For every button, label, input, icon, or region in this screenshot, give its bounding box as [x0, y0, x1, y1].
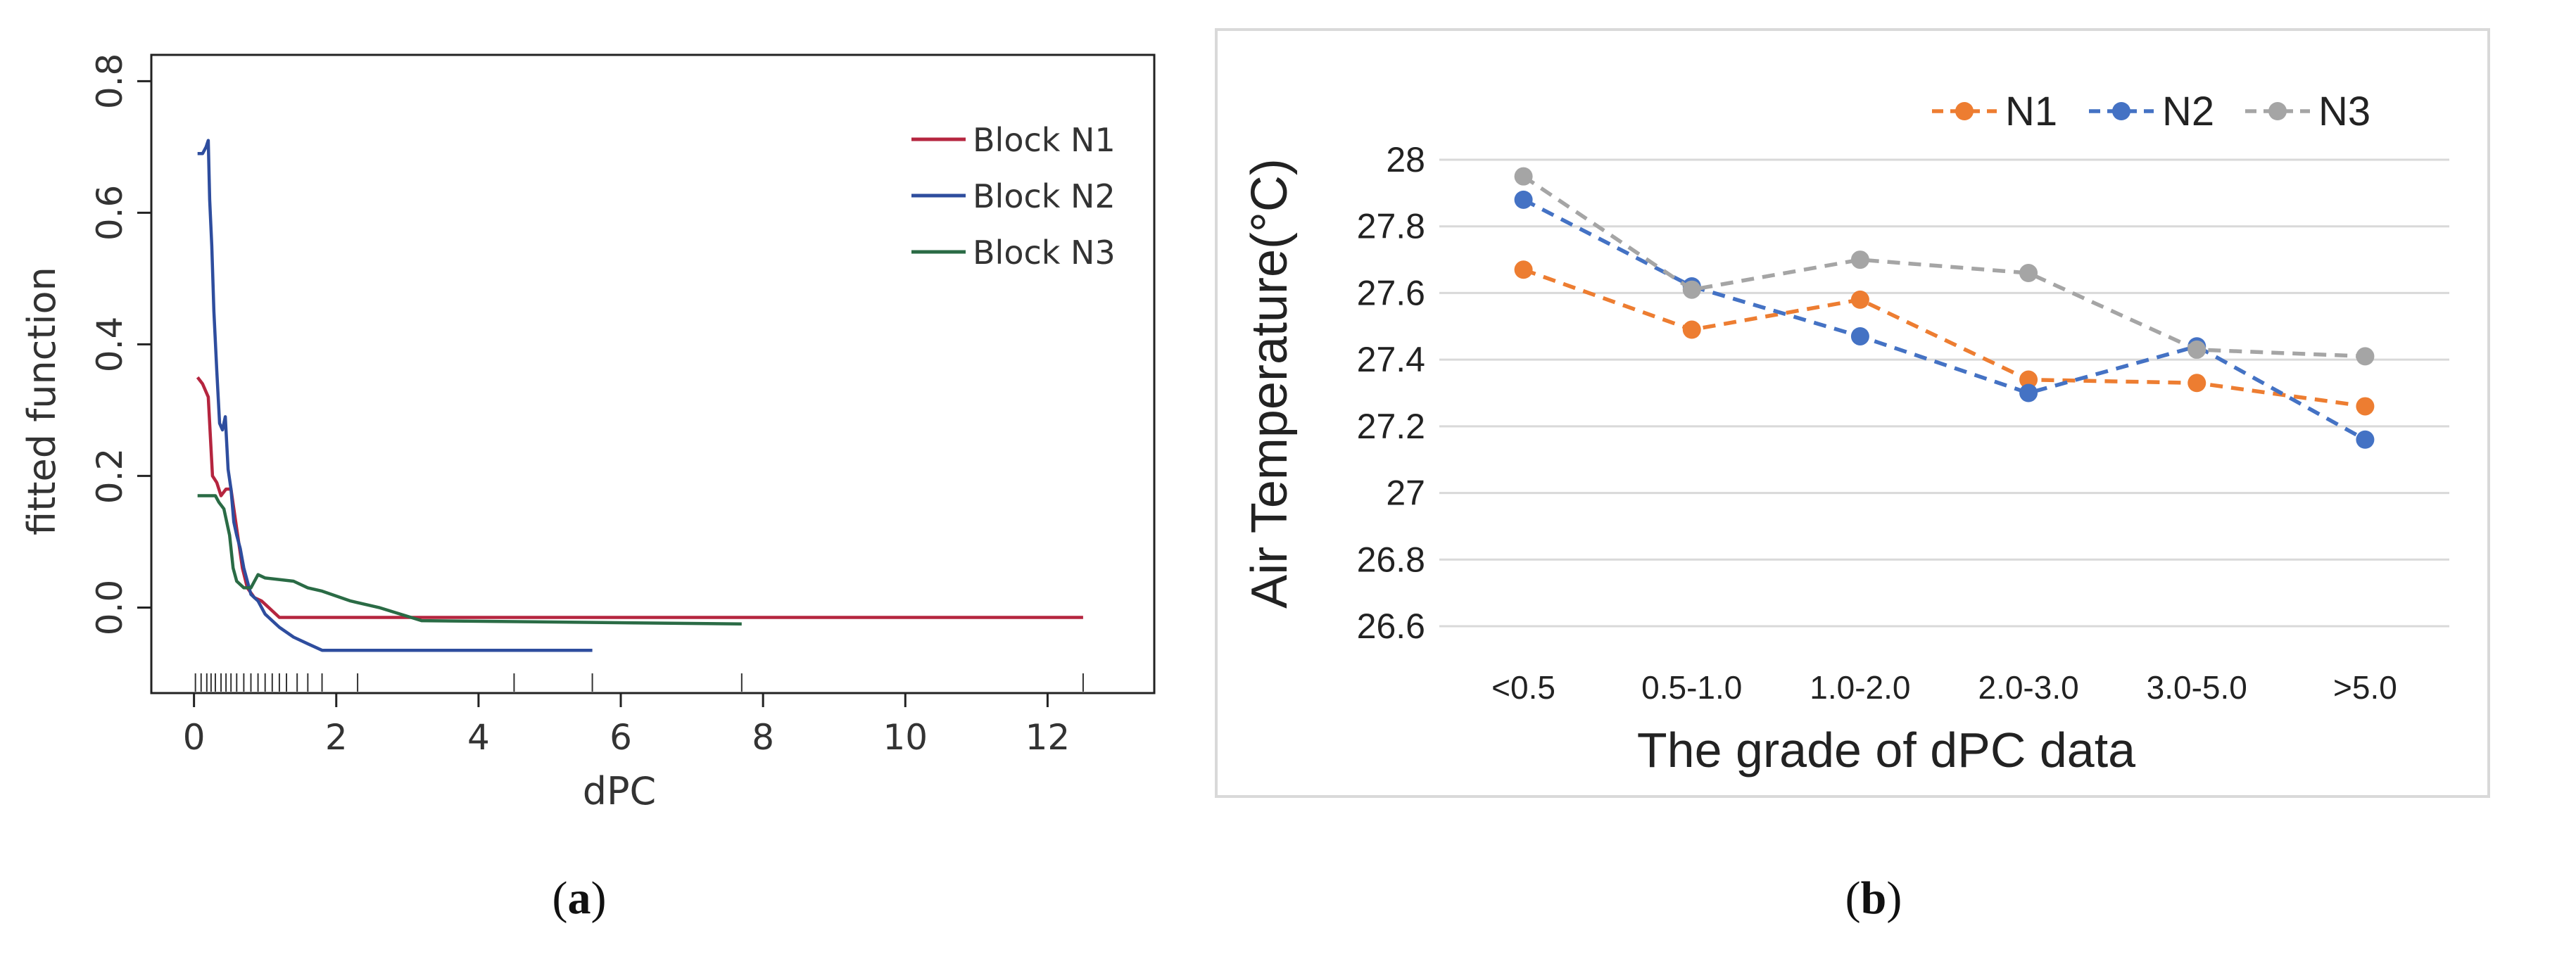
data-point-n1: [1850, 290, 1869, 309]
series-line-block-n2: [197, 139, 593, 652]
series-line-block-n3: [197, 494, 742, 626]
data-point-n1: [2187, 374, 2206, 393]
y-axis-ticks: 0.0 0.2 0.4 0.6 0.8: [89, 53, 151, 636]
x-tick-label: 12: [1025, 717, 1071, 758]
y-axis-label: fitted function: [20, 267, 64, 535]
x-tick-label: 6: [610, 717, 632, 758]
x-tick-label: 1.0-2.0: [1810, 669, 1910, 706]
y-tick-label: 27.8: [1357, 207, 1425, 246]
series-line-n3: [1522, 174, 2366, 359]
data-point-n3: [1514, 167, 1533, 186]
y-tick-label: 27.2: [1357, 407, 1425, 446]
x-axis-label: The grade of dPC data: [1637, 723, 2135, 778]
y-tick-label: 26.8: [1357, 540, 1425, 579]
legend: Block N1 Block N2 Block N3: [911, 121, 1116, 272]
x-tick-label: >5.0: [2333, 669, 2397, 706]
data-point-n3: [1682, 280, 1701, 299]
y-tick-label: 0.8: [89, 53, 130, 110]
y-tick-label: 0.6: [89, 185, 130, 241]
y-tick-label: 26.6: [1357, 607, 1425, 646]
panel-a-caption: (a): [553, 872, 607, 924]
legend-label: Block N2: [973, 177, 1116, 215]
data-point-n1: [1514, 260, 1533, 279]
x-tick-label: 2: [325, 717, 348, 758]
y-tick-label: 27: [1386, 474, 1425, 513]
x-tick-label: 3.0-5.0: [2147, 669, 2247, 706]
y-tick-label: 0.2: [89, 448, 130, 504]
gridlines: [1439, 158, 2449, 628]
x-tick-label: 2.0-3.0: [1978, 669, 2078, 706]
y-axis-label: Air Temperature(°C): [1242, 158, 1298, 609]
legend-marker: [2268, 102, 2287, 120]
data-point-n3: [2019, 264, 2038, 283]
plot-area: [150, 53, 1156, 694]
y-tick-label: 0.4: [89, 317, 130, 373]
x-tick-label: 0.5-1.0: [1641, 669, 1742, 706]
y-tick-label: 27.4: [1357, 340, 1425, 379]
data-point-n1: [2019, 370, 2038, 389]
x-tick-label: 4: [467, 717, 490, 758]
legend-label: N3: [2318, 89, 2370, 134]
legend-marker: [2112, 102, 2130, 120]
data-point-n2: [2356, 430, 2375, 449]
y-tick-label: 27.6: [1357, 273, 1425, 312]
x-tick-label: 8: [752, 717, 774, 758]
series-lines: [1514, 167, 2375, 449]
x-axis-label: dPC: [583, 769, 657, 813]
data-point-n3: [2187, 340, 2206, 359]
legend-label: Block N1: [973, 121, 1116, 159]
series-line-n1: [1522, 267, 2366, 409]
legend-label: N1: [2005, 89, 2057, 134]
legend: N1 N2 N3: [1932, 89, 2370, 134]
series-line-block-n1: [196, 376, 1083, 619]
legend-marker: [1955, 102, 1974, 120]
x-axis-ticks: <0.5 0.5-1.0 1.0-2.0 2.0-3.0 3.0-5.0 >5.0: [1491, 669, 2397, 706]
panel-b-caption: (b): [1845, 872, 1902, 924]
legend-label: N2: [2162, 89, 2214, 134]
rug-ticks: [194, 673, 1084, 692]
chart-frame: [1215, 28, 2490, 798]
x-tick-label: 0: [183, 717, 206, 758]
y-tick-label: 28: [1386, 140, 1425, 179]
y-axis-ticks: 26.6 26.8 27 27.2 27.4 27.6 27.8 28: [1357, 140, 1425, 646]
panel-a-chart: 0 2 4 6 8 10 12 0.0 0.2 0.4 0.6 0.8 dPC fitted fun…: [20, 53, 1156, 924]
legend-label: Block N3: [973, 234, 1116, 272]
x-tick-label: <0.5: [1491, 669, 1555, 706]
panel-b-chart: 26.6 26.8 27 27.2 27.4 27.6 27.8 28 <0.5 0.5-1.0…: [1215, 28, 2490, 924]
series-lines: [196, 139, 1083, 652]
data-point-n3: [1850, 250, 1869, 269]
data-point-n2: [1850, 326, 1869, 345]
data-point-n1: [2356, 397, 2375, 416]
data-point-n2: [1514, 190, 1533, 209]
plot-frame: [150, 53, 1156, 694]
data-point-n3: [2356, 347, 2375, 366]
x-axis-ticks: 0 2 4 6 8 10 12: [183, 693, 1070, 758]
data-point-n2: [2019, 383, 2038, 402]
y-tick-label: 0.0: [89, 580, 130, 636]
data-point-n1: [1682, 320, 1701, 339]
x-tick-label: 10: [883, 717, 928, 758]
